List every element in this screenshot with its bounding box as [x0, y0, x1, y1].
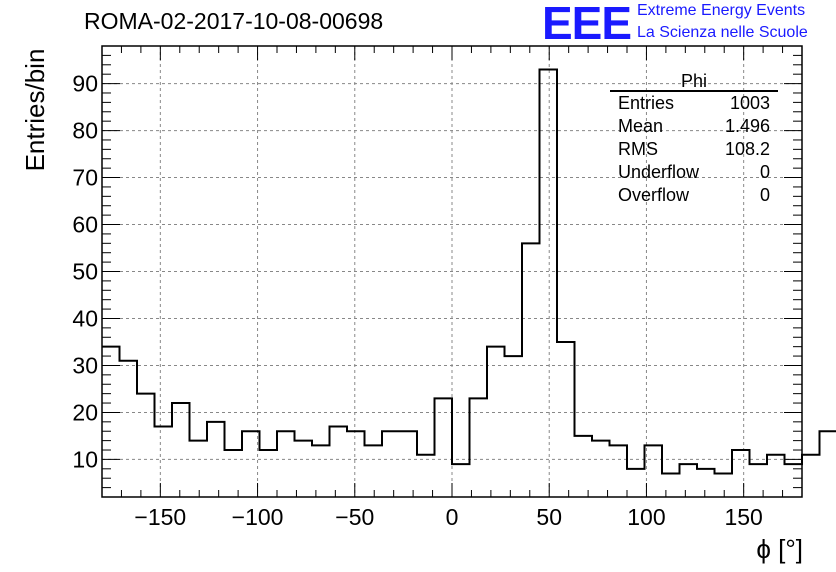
- histogram-line: [102, 68, 836, 475]
- histogram-bin: [242, 431, 260, 497]
- y-tick-label: 80: [72, 118, 98, 144]
- stats-title: Phi: [610, 70, 778, 92]
- histogram-bin: [155, 427, 173, 497]
- stats-row-overflow: Overflow 0: [610, 184, 778, 207]
- histogram-bin: [260, 450, 278, 497]
- stats-label: Entries: [618, 93, 675, 113]
- stats-value: 1.496: [724, 116, 770, 136]
- stats-label: Overflow: [618, 185, 690, 205]
- histogram-bin: [505, 356, 523, 497]
- histogram-bin: [575, 436, 593, 497]
- stats-label: Mean: [618, 116, 664, 136]
- histogram-bin: [767, 455, 785, 497]
- x-tick-label: −150: [134, 504, 186, 530]
- logo-tagline-1: Extreme Energy Events: [637, 2, 806, 19]
- histogram-bin: [207, 422, 225, 497]
- histogram-bin: [225, 450, 243, 497]
- histogram-bin: [120, 361, 138, 497]
- histogram-bin: [365, 445, 383, 497]
- y-tick-label: 60: [72, 212, 98, 238]
- y-tick-label: 70: [72, 165, 98, 191]
- histogram-bin: [347, 431, 365, 497]
- histogram-bin: [382, 431, 400, 497]
- histogram-series: [102, 68, 836, 497]
- histogram-bin: [610, 445, 628, 497]
- histogram-bin: [802, 455, 820, 497]
- histogram-bin: [137, 394, 155, 497]
- stats-label: RMS: [618, 139, 658, 159]
- y-tick-label: 40: [72, 305, 98, 331]
- histogram-bin: [820, 431, 836, 497]
- histogram-bin: [190, 441, 208, 497]
- y-tick-label: 10: [72, 446, 98, 472]
- histogram-bin: [662, 474, 680, 497]
- stats-value: 0: [759, 185, 770, 205]
- x-tick-label: 50: [536, 504, 562, 530]
- stats-value: 108.2: [724, 139, 770, 159]
- histogram-bin: [592, 441, 610, 497]
- histogram-bin: [540, 69, 558, 497]
- histogram-bin: [295, 441, 313, 497]
- stats-row-entries: Entries 1003: [610, 92, 778, 115]
- histogram-bin: [435, 398, 453, 497]
- histogram-bin: [277, 431, 295, 497]
- logo-tagline-2: La Scienza nelle Scuole: [637, 24, 808, 41]
- run-title: ROMA-02-2017-10-08-00698: [84, 8, 384, 34]
- histogram-bin: [732, 450, 750, 497]
- x-tick-label: 150: [724, 504, 762, 530]
- histogram-bin: [470, 398, 488, 497]
- stats-row-mean: Mean 1.496: [610, 115, 778, 138]
- histogram-bin: [487, 347, 505, 497]
- histogram-bin: [417, 455, 435, 497]
- stats-value: 0: [759, 162, 770, 182]
- stats-label: Underflow: [618, 162, 700, 182]
- y-axis-label: Entries/bin: [20, 49, 50, 172]
- stats-value: 1003: [729, 93, 770, 113]
- y-tick-label: 50: [72, 259, 98, 285]
- histogram-bin: [330, 427, 348, 497]
- stats-row-rms: RMS 108.2: [610, 138, 778, 161]
- histogram-bin: [627, 469, 645, 497]
- y-tick-label: 20: [72, 399, 98, 425]
- y-tick-label: 30: [72, 352, 98, 378]
- axis-ticks: [101, 45, 803, 498]
- x-axis-label: ϕ [°]: [756, 534, 803, 564]
- histogram-bin: [452, 464, 470, 497]
- stats-box: Phi Entries 1003 Mean 1.496 RMS 108.2 Un…: [610, 70, 778, 207]
- tick-labels: −150 −100 −50 0 50 100 150 10 20 30 40 50 60 70 80 90: [72, 71, 762, 530]
- x-tick-label: 100: [627, 504, 665, 530]
- histogram-bin: [645, 445, 663, 497]
- histogram-bin: [715, 474, 733, 497]
- histogram-bin: [400, 431, 418, 497]
- grid-lines: [102, 46, 802, 497]
- histogram-bin: [680, 464, 698, 497]
- eee-logo: EEE: [542, 0, 632, 49]
- histogram-bin: [750, 464, 768, 497]
- x-tick-label: −100: [232, 504, 284, 530]
- x-tick-label: 0: [446, 504, 459, 530]
- histogram-bin: [172, 403, 190, 497]
- x-tick-label: −50: [335, 504, 374, 530]
- stats-row-underflow: Underflow 0: [610, 161, 778, 184]
- histogram-bin: [697, 469, 715, 497]
- y-tick-label: 90: [72, 71, 98, 97]
- histogram-bin: [312, 445, 330, 497]
